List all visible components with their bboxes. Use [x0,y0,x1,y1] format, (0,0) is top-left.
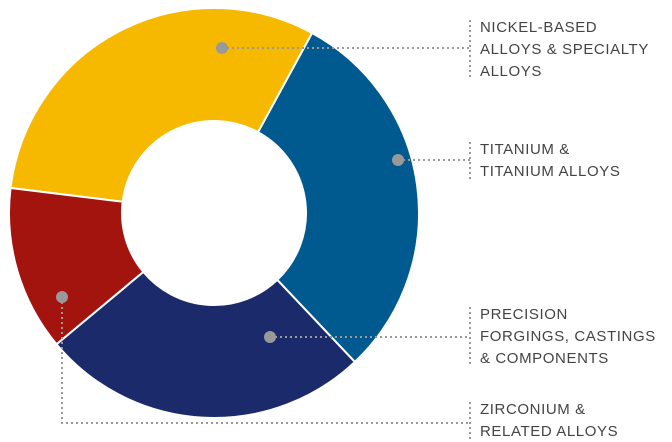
leader-dot [56,291,68,303]
leader-line [61,297,470,424]
leader-dot [392,154,404,166]
legend-label: FORGINGS, CASTINGS [480,328,656,345]
leader-dot [264,331,276,343]
donut-segment [55,270,357,419]
legend-label: ALLOYS & SPECIALTY [480,41,649,58]
legend-label: & COMPONENTS [480,350,609,367]
legend-label: PRECISION [480,306,568,323]
donut-segment [256,31,420,364]
legend-label: TITANIUM ALLOYS [480,163,620,180]
donut-segment [8,186,145,346]
leader-dot [216,42,228,54]
legend-label: ZIRCONIUM & [480,401,586,418]
legend-label: RELATED ALLOYS [480,423,618,440]
legend-label: NICKEL-BASED [480,19,597,36]
legend-label: ALLOYS [480,63,542,80]
donut-segment [9,7,314,203]
legend-label: TITANIUM & [480,141,570,158]
